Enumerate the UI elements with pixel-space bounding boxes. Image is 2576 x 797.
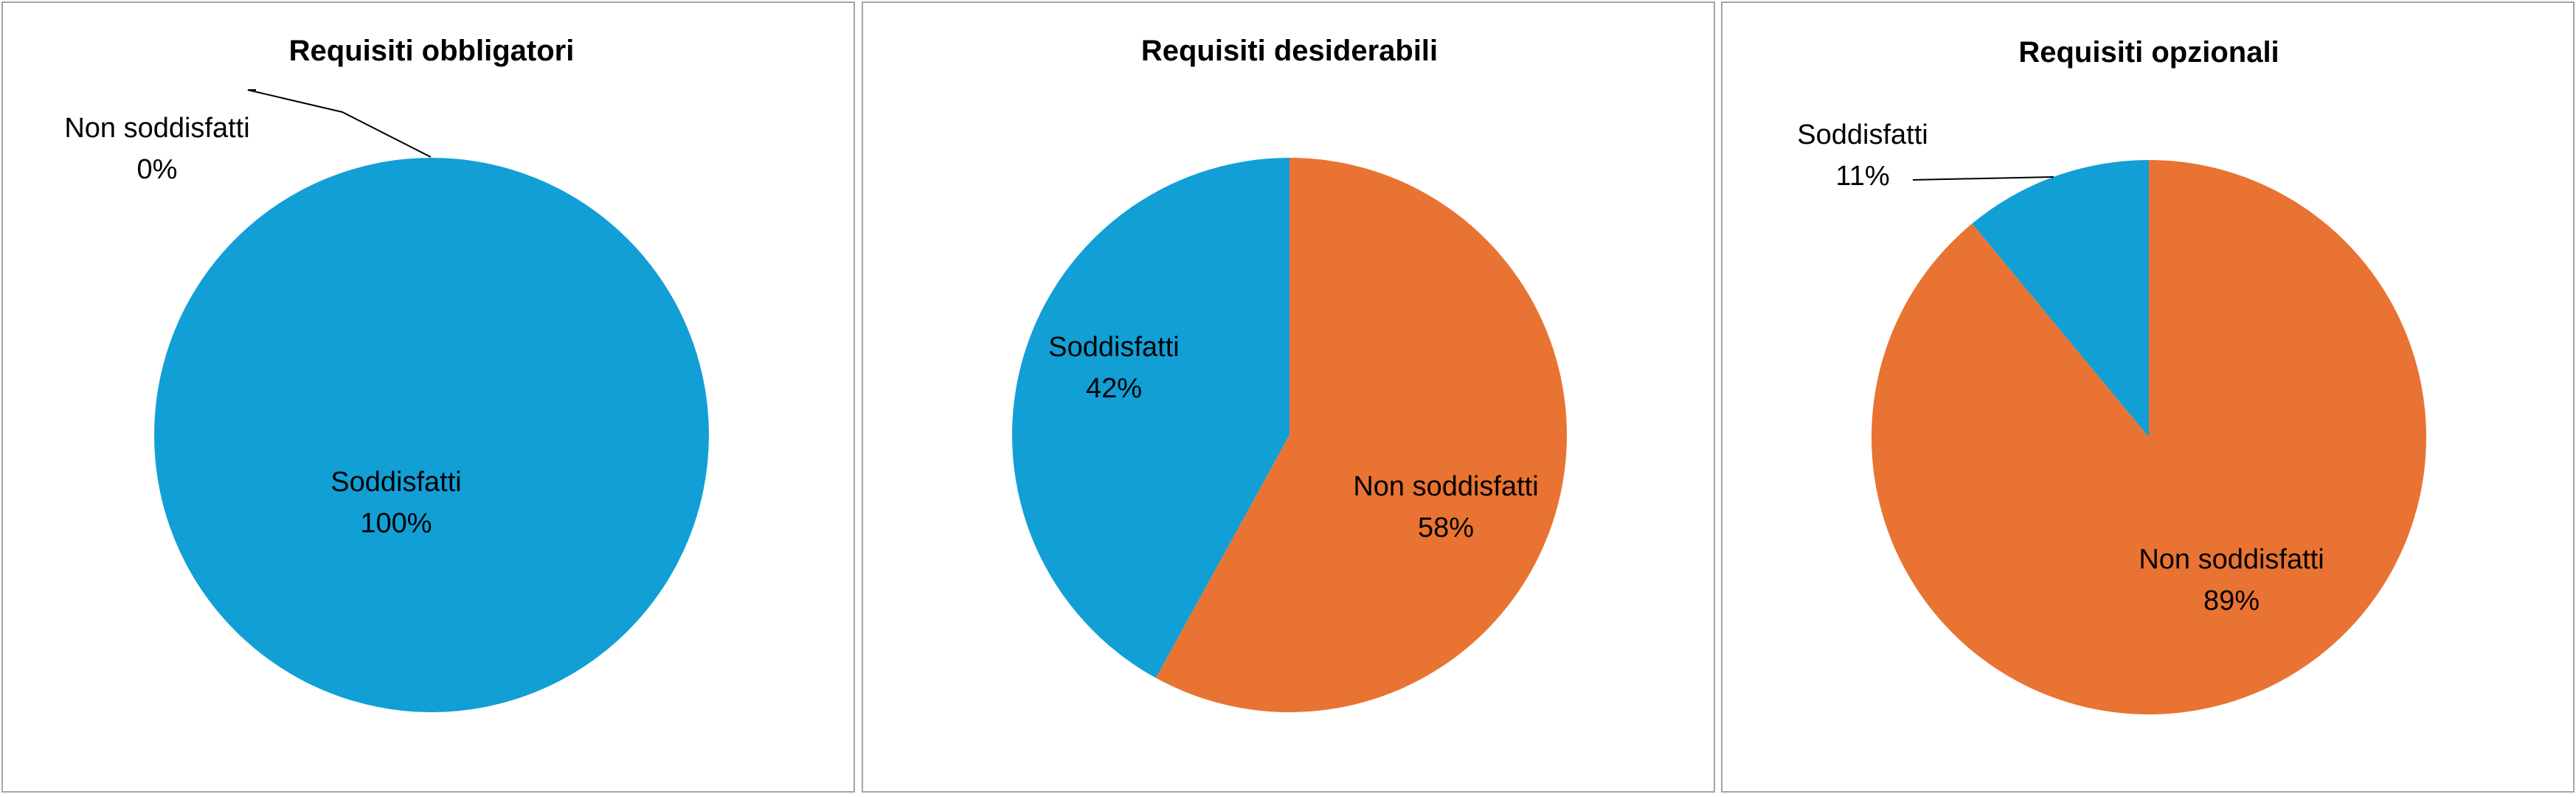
data-label-category: Non soddisfatti <box>1353 471 1538 502</box>
data-labels: Non soddisfatti 58% Soddisfatti 42% <box>1048 332 1538 543</box>
pie-slice-soddisfatti <box>1972 160 2149 437</box>
pie-slices <box>154 158 709 712</box>
pie-chart-opzionali: Requisiti opzionali Non soddisfatti 89% So… <box>1797 36 2426 715</box>
data-label-percent: 89% <box>2203 585 2260 616</box>
chart-panel-desiderabili: Requisiti desiderabili Non soddisfatti 58… <box>862 1 1715 793</box>
data-label-category: Non soddisfatti <box>2139 544 2324 575</box>
chart-title: Requisiti obbligatori <box>289 35 575 67</box>
pie-chart-desiderabili: Requisiti desiderabili Non soddisfatti 58… <box>1012 35 1567 712</box>
pie-slice-soddisfatti <box>154 158 709 712</box>
pie-chart-obbligatori: Requisiti obbligatori Non soddisfatti 0% S… <box>64 35 709 712</box>
chart-title: Requisiti desiderabili <box>1141 35 1438 67</box>
leader-line <box>1912 176 2054 181</box>
data-label-percent: 0% <box>137 154 178 185</box>
data-labels: Non soddisfatti 89% Soddisfatti 11% <box>1797 119 2324 616</box>
data-labels: Non soddisfatti 0% Soddisfatti 100% <box>64 89 462 539</box>
pie-slice-soddisfatti <box>1012 158 1289 678</box>
data-label-percent: 58% <box>1418 512 1474 543</box>
pie-slices <box>1872 160 2426 715</box>
chart-title: Requisiti opzionali <box>2018 36 2279 69</box>
data-label-category: Soddisfatti <box>1048 332 1179 363</box>
chart-panel-obbligatori: Requisiti obbligatori Non soddisfatti 0% S… <box>1 1 855 793</box>
leader-line <box>247 89 432 158</box>
pie-slice-non-soddisfatti <box>1155 158 1567 712</box>
data-label-category: Non soddisfatti <box>64 113 249 144</box>
pie-slices <box>1012 158 1567 712</box>
data-label-percent: 11% <box>1835 161 1889 192</box>
chart-panel-opzionali: Requisiti opzionali Non soddisfatti 89% So… <box>1721 1 2575 793</box>
data-label-percent: 100% <box>360 508 432 539</box>
data-label-category: Soddisfatti <box>1797 119 1928 150</box>
data-label-percent: 42% <box>1086 373 1142 404</box>
data-label-category: Soddisfatti <box>330 467 461 498</box>
